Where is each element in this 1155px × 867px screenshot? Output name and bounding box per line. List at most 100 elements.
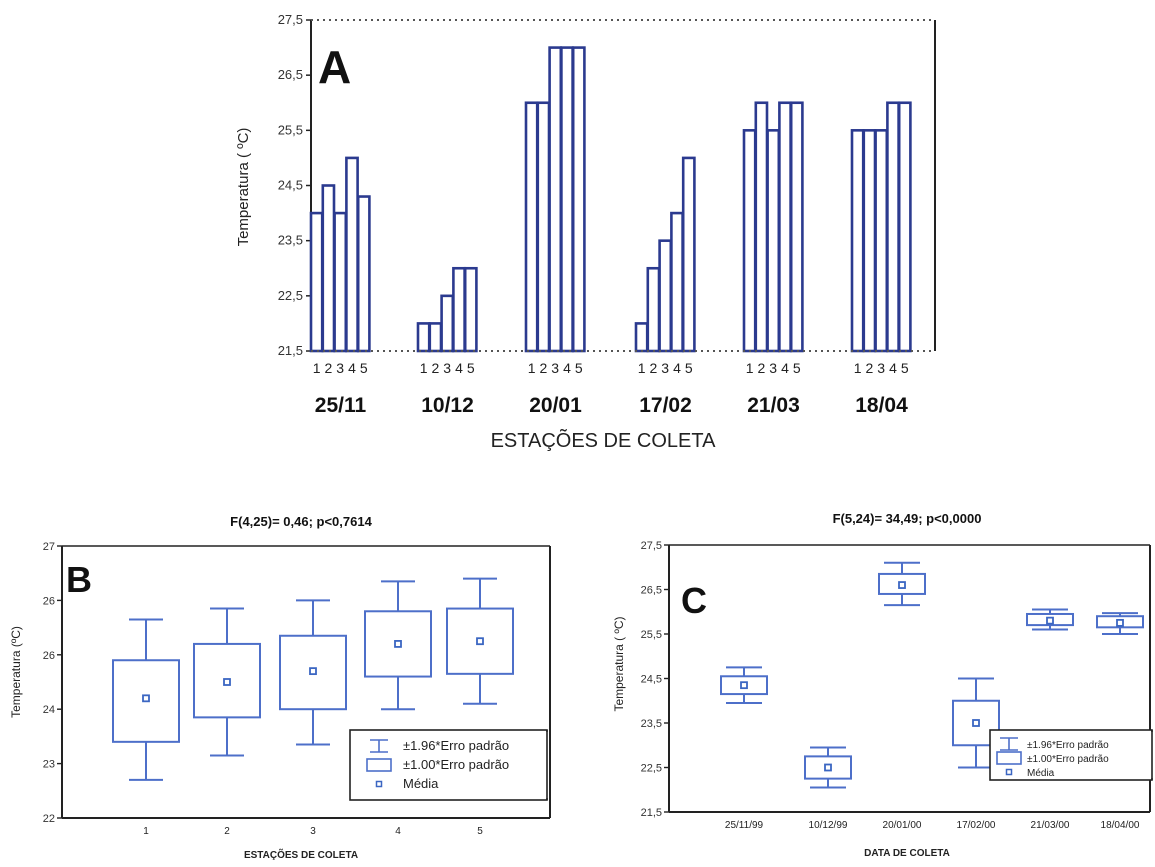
panel-c-mean-marker bbox=[740, 681, 748, 690]
panel-c-y-tick-label: 21,5 bbox=[641, 807, 662, 819]
panel-b-legend: ±1.96*Erro padrão ±1.00*Erro padrão Média bbox=[349, 729, 549, 801]
panel-a-station-tick-label: 5 bbox=[685, 360, 693, 376]
panel-c-x-tick-label: 10/12/99 bbox=[809, 820, 848, 831]
panel-a-station-tick-label: 1 bbox=[746, 360, 754, 376]
panel-b-mean-marker bbox=[142, 694, 150, 703]
panel-b-box bbox=[193, 642, 261, 719]
panel-b-y-tick-label: 27 bbox=[43, 541, 55, 553]
panel-c-y-tick-label: 23,5 bbox=[641, 718, 662, 730]
panel-c-x-tick-label: 21/03/00 bbox=[1031, 820, 1070, 831]
panel-c-legend: ±1.96*Erro padrão ±1.00*Erro padrão Média bbox=[989, 729, 1154, 781]
panel-b-x-tick-label: 5 bbox=[477, 826, 483, 837]
panel-a-bar bbox=[428, 322, 443, 353]
panel-a-bar bbox=[754, 101, 769, 353]
panel-a-date-label: 21/03 bbox=[747, 394, 800, 417]
panel-b-mean-marker bbox=[476, 637, 484, 646]
panel-a-bar bbox=[862, 129, 877, 353]
panel-a-y-label: Temperatura ( ºC) bbox=[235, 128, 252, 247]
panel-c: 21,5 22,5 23,5 24,5 25,5 26,5 27,5 C F(5,24)= 34… bbox=[612, 511, 1154, 859]
panel-a-y-tick-label: 21,5 bbox=[278, 343, 303, 358]
panel-c-legend-se-symbol bbox=[996, 751, 1022, 765]
panel-a-station-tick-label: 5 bbox=[360, 360, 368, 376]
panel-c-legend-label: ±1.96*Erro padrão bbox=[1027, 740, 1109, 751]
panel-a-bar bbox=[646, 266, 661, 353]
panel-a-date-label: 17/02 bbox=[639, 394, 692, 417]
panel-c-x-tick-label: 25/11/99 bbox=[725, 820, 764, 831]
panel-c-y-tick-label: 24,5 bbox=[641, 674, 662, 686]
panel-a-station-tick-label: 2 bbox=[650, 360, 658, 376]
panel-a-station-tick-label: 4 bbox=[781, 360, 789, 376]
panel-a-bar bbox=[778, 101, 792, 353]
panel-a-bar bbox=[524, 101, 539, 353]
panel-a-station-tick-label: 1 bbox=[528, 360, 536, 376]
panel-a-station-tick-label: 4 bbox=[563, 360, 571, 376]
panel-c-mean-marker bbox=[1046, 616, 1054, 625]
panel-a-y-tick-label: 23,5 bbox=[278, 233, 303, 248]
panel-a-bar bbox=[850, 129, 865, 353]
panel-c-x-label: DATA DE COLETA bbox=[864, 848, 950, 859]
panel-a-station-tick-label: 3 bbox=[336, 360, 344, 376]
panel-b-mean-marker bbox=[309, 667, 317, 676]
panel-a-y-tick-label: 27,5 bbox=[278, 12, 303, 27]
panel-a-bar bbox=[560, 46, 574, 353]
panel-b-x-label: ESTAÇÕES DE COLETA bbox=[244, 848, 358, 861]
panel-b-mean-marker bbox=[394, 640, 402, 648]
panel-b-y-label: Temperatura (ºC) bbox=[9, 626, 23, 718]
panel-a-station-tick-label: 5 bbox=[793, 360, 801, 376]
panel-b-x-tick-label: 4 bbox=[395, 826, 401, 837]
panel-b-y-tick-label: 26 bbox=[43, 595, 55, 607]
panel-a-station-tick-label: 2 bbox=[325, 360, 333, 376]
panel-c-y-tick-label: 27,5 bbox=[641, 540, 662, 552]
panel-c-legend-label: Média bbox=[1027, 768, 1055, 779]
panel-b-mean-marker bbox=[223, 678, 231, 686]
panel-b-legend-mean-symbol bbox=[375, 780, 383, 788]
panel-a-bar bbox=[886, 101, 900, 353]
panel-c-x-tick-label: 17/02/00 bbox=[957, 820, 996, 831]
panel-a-bar bbox=[766, 129, 781, 353]
panel-a-station-tick-label: 1 bbox=[638, 360, 646, 376]
panel-a-station-tick-label: 3 bbox=[551, 360, 559, 376]
panel-c-y-tick-label: 25,5 bbox=[641, 629, 662, 641]
panel-a-bar bbox=[536, 101, 551, 353]
panel-c-letter: C bbox=[681, 580, 707, 621]
panel-b-box bbox=[279, 634, 347, 711]
panel-a-station-tick-label: 5 bbox=[467, 360, 475, 376]
panel-a-bar bbox=[897, 101, 912, 353]
panel-c-mean-marker bbox=[898, 581, 906, 589]
panel-c-x-tick-label: 18/04/00 bbox=[1101, 820, 1140, 831]
panel-b-legend-label: ±1.00*Erro padrão bbox=[403, 757, 509, 772]
panel-a-station-tick-label: 4 bbox=[673, 360, 681, 376]
panel-b-legend-se-symbol bbox=[366, 758, 392, 772]
panel-a-y-tick-label: 24,5 bbox=[278, 178, 303, 193]
panel-a-date-label: 10/12 bbox=[421, 394, 474, 417]
panel-a-bar bbox=[548, 46, 563, 353]
panel-a-bar bbox=[309, 211, 324, 353]
panel-b-legend-label: ±1.96*Erro padrão bbox=[403, 738, 509, 753]
panel-a-bar bbox=[452, 266, 466, 353]
panel-a-bar bbox=[681, 156, 696, 353]
panel-b-title: F(4,25)= 0,46; p<0,7614 bbox=[230, 514, 372, 529]
panel-a-bar bbox=[463, 266, 478, 353]
panel-c-legend-mean-symbol bbox=[1005, 768, 1013, 776]
panel-c-legend-clip bbox=[1148, 732, 1154, 778]
panel-a-station-tick-label: 4 bbox=[889, 360, 897, 376]
panel-a-bar bbox=[356, 195, 371, 353]
panel-a-station-tick-label: 3 bbox=[443, 360, 451, 376]
panel-c-y-tick-label: 22,5 bbox=[641, 763, 662, 775]
panel-a-y-tick-label: 22,5 bbox=[278, 288, 303, 303]
panel-c-y-label: Temperatura ( ºC) bbox=[612, 616, 626, 711]
panel-c-y-tick-label: 26,5 bbox=[641, 585, 662, 597]
panel-b-y-tick-label: 22 bbox=[43, 813, 55, 825]
panel-c-legend-label: ±1.00*Erro padrão bbox=[1027, 754, 1109, 765]
panel-b-y-tick-label: 24 bbox=[43, 704, 55, 716]
panel-a-bar bbox=[440, 294, 455, 353]
panel-b-legend-clip bbox=[543, 732, 549, 798]
panel-b-letter: B bbox=[66, 559, 92, 600]
panel-b-y-tick-label: 26 bbox=[43, 650, 55, 662]
panel-a-station-tick-label: 1 bbox=[420, 360, 428, 376]
panel-a-date-label: 18/04 bbox=[855, 394, 908, 417]
panel-b-legend-label: Média bbox=[403, 776, 439, 791]
panel-a-station-tick-label: 2 bbox=[432, 360, 440, 376]
